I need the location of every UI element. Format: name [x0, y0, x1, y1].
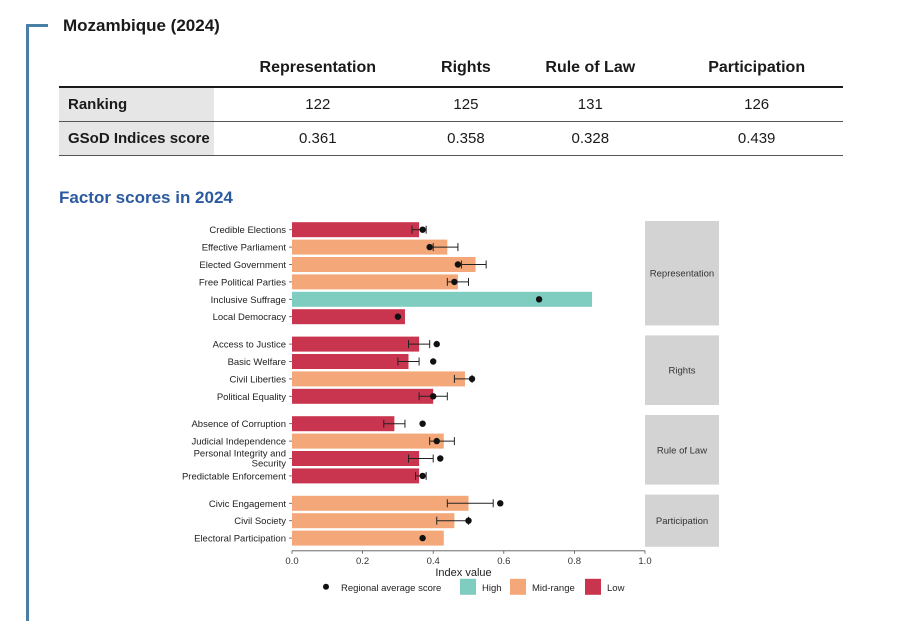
factor-label: Absence of Corruption — [191, 419, 286, 430]
table-cell: 131 — [510, 87, 671, 122]
factor-label: Civil Society — [234, 516, 286, 527]
table-cell: 122 — [214, 87, 422, 122]
regional-dot — [419, 534, 426, 542]
bar — [292, 433, 444, 449]
x-tick-label: 0.8 — [568, 556, 581, 567]
legend-dot — [323, 583, 329, 590]
bar — [292, 222, 420, 238]
bar — [292, 513, 455, 529]
column-header: Participation — [670, 50, 843, 88]
bar — [292, 239, 448, 255]
country-title: Mozambique (2024) — [63, 16, 220, 35]
table-cell: 0.328 — [510, 121, 671, 156]
factor-label: Basic Welfare — [228, 357, 286, 368]
factor-label: Credible Elections — [209, 225, 286, 236]
factor-label: Local Democracy — [213, 312, 287, 323]
bar — [292, 416, 395, 432]
facet-label: Rights — [669, 366, 696, 377]
table-cell: 0.358 — [421, 121, 511, 156]
factor-label: Civic Engagement — [209, 499, 286, 510]
factor-label: Personal Integrity and Security — [194, 449, 287, 470]
x-tick-label: 0.0 — [285, 556, 298, 567]
legend-swatch — [460, 578, 476, 595]
factor-label: Free Political Parties — [199, 277, 286, 288]
column-header: Representation — [214, 50, 422, 88]
column-header: Rights — [421, 50, 511, 88]
accent-bar — [26, 24, 29, 621]
x-tick-label: 1.0 — [638, 556, 651, 567]
accent-tick — [26, 24, 48, 27]
table-cell: 0.439 — [670, 121, 843, 156]
regional-dot — [394, 313, 402, 320]
regional-dot — [430, 393, 437, 400]
legend-label: Low — [607, 583, 625, 594]
section-title: Factor scores in 2024 — [59, 188, 233, 207]
regional-dot — [535, 296, 543, 303]
factor-label: Judicial Independence — [191, 437, 286, 448]
bar — [292, 388, 434, 404]
table-cell: 0.361 — [214, 121, 422, 156]
factor-label: Access to Justice — [213, 340, 286, 351]
factor-label: Political Equality — [217, 392, 286, 403]
bar — [292, 354, 409, 369]
scores-table: Representation Rights Rule of Law Partic… — [59, 50, 843, 156]
x-tick-label: 0.6 — [497, 556, 510, 567]
factor-label: Elected Government — [199, 260, 286, 271]
legend-swatch — [585, 578, 601, 595]
regional-dot — [419, 472, 426, 480]
legend-label: High — [482, 583, 502, 594]
regional-dot — [419, 420, 426, 427]
bar — [292, 530, 444, 546]
x-axis-title: Index value — [435, 567, 491, 579]
facet-strip — [645, 221, 719, 326]
column-header: Rule of Law — [510, 50, 671, 88]
regional-dot — [433, 437, 440, 445]
regional-dot — [454, 261, 462, 268]
regional-dot — [437, 455, 444, 462]
facet-label: Rule of Law — [657, 445, 707, 456]
regional-dot — [419, 226, 426, 233]
table-cell: 125 — [421, 87, 511, 122]
facet-label: Participation — [656, 516, 708, 527]
table-header-row: Representation Rights Rule of Law Partic… — [59, 50, 843, 88]
legend-label: Regional average score — [341, 583, 441, 594]
x-tick-label: 0.2 — [356, 556, 369, 567]
factor-label: Predictable Enforcement — [182, 471, 286, 482]
bar — [292, 257, 476, 272]
facet-strip — [645, 415, 719, 485]
facet-label: Representation — [650, 269, 714, 280]
table-corner — [59, 50, 214, 88]
factor-label: Inclusive Suffrage — [211, 295, 286, 306]
regional-dot — [497, 500, 504, 507]
bar — [292, 274, 458, 290]
facet-strip — [645, 335, 719, 405]
legend-swatch — [510, 578, 526, 595]
bar — [292, 495, 469, 511]
regional-dot — [426, 243, 433, 251]
row-header: Ranking — [59, 87, 214, 122]
bar — [292, 336, 420, 352]
factor-label: Effective Parliament — [202, 243, 287, 254]
regional-dot — [433, 340, 440, 348]
table-row: GSoD Indices score 0.361 0.358 0.328 0.4… — [59, 121, 843, 156]
bar — [292, 309, 405, 325]
table-cell: 126 — [670, 87, 843, 122]
row-header: GSoD Indices score — [59, 121, 214, 156]
legend-label: Mid-range — [532, 583, 575, 594]
bar — [292, 468, 420, 484]
regional-dot — [468, 375, 476, 383]
regional-dot — [465, 517, 472, 524]
factor-label: Electoral Participation — [194, 534, 286, 545]
table-row: Ranking 122 125 131 126 — [59, 87, 843, 122]
regional-dot — [430, 358, 437, 365]
bar — [292, 371, 465, 387]
facet-strip — [645, 494, 719, 547]
bar — [292, 291, 593, 307]
bar — [292, 451, 420, 466]
factor-label: Civil Liberties — [230, 374, 287, 385]
regional-dot — [451, 278, 458, 286]
x-tick-label: 0.4 — [427, 556, 440, 567]
